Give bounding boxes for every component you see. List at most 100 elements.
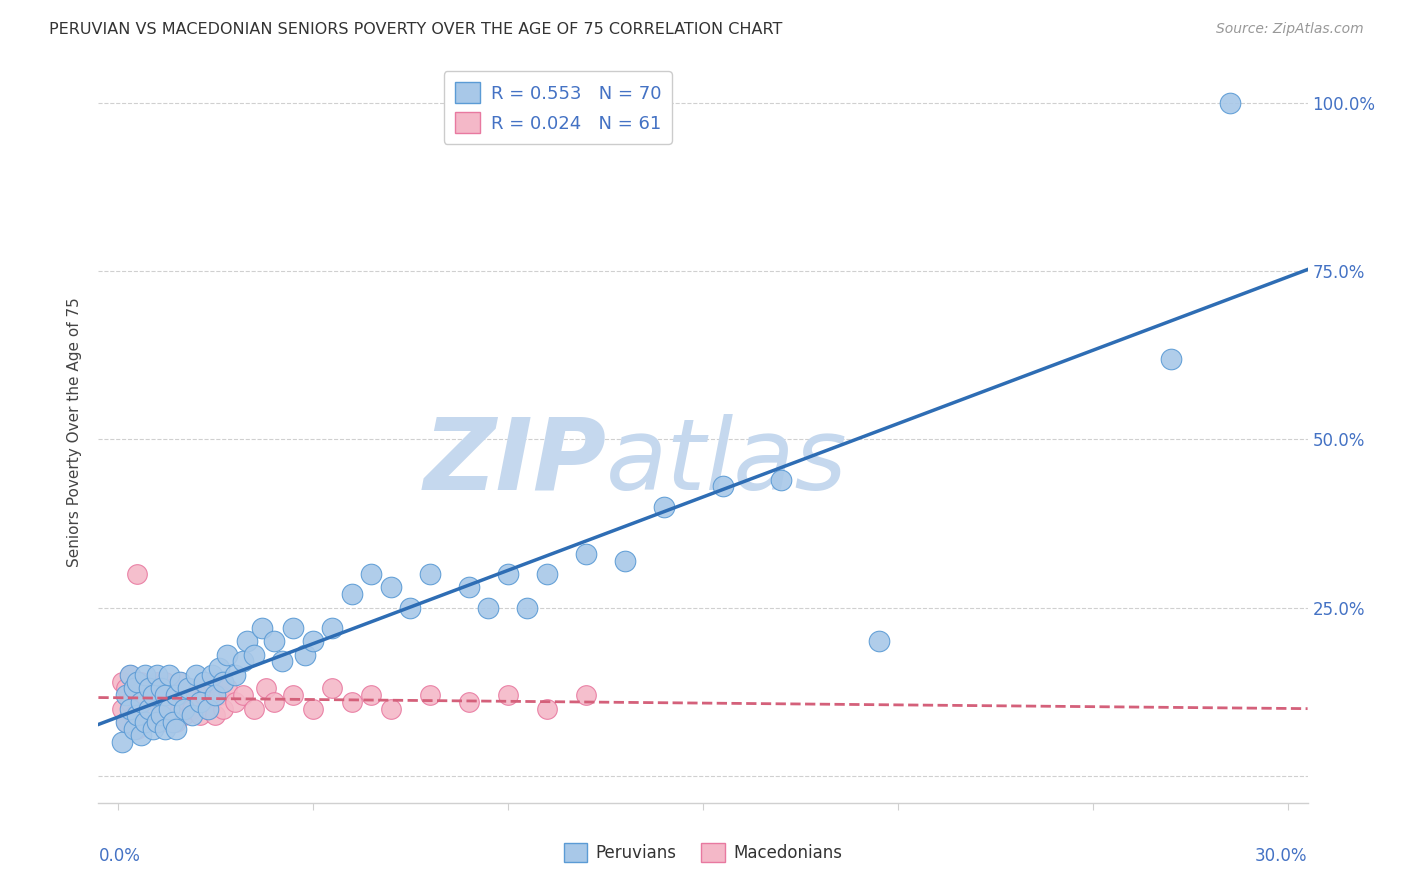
Point (111, 674, 134, 689)
Point (224, 668, 246, 682)
Point (127, 708, 149, 723)
Point (360, 566, 382, 581)
Point (138, 701, 160, 715)
Point (157, 701, 180, 715)
Point (1219, 95, 1241, 110)
Point (188, 695, 211, 709)
Point (283, 688, 305, 702)
Point (769, 473, 792, 487)
Point (477, 600, 499, 615)
Point (419, 566, 441, 581)
Point (177, 695, 200, 709)
Point (114, 681, 136, 696)
Point (496, 688, 519, 702)
Point (138, 701, 160, 715)
Point (263, 695, 285, 709)
Point (131, 695, 153, 709)
Point (122, 681, 145, 696)
Point (114, 688, 136, 702)
Point (243, 701, 266, 715)
Point (1160, 351, 1182, 366)
Point (204, 708, 226, 723)
Point (142, 708, 165, 723)
Point (208, 688, 231, 702)
Point (153, 674, 176, 689)
Point (127, 566, 149, 581)
Point (118, 695, 141, 709)
Point (165, 688, 187, 702)
Point (122, 708, 145, 723)
Point (188, 708, 211, 723)
Point (149, 681, 172, 696)
Point (254, 681, 277, 696)
Point (153, 688, 176, 702)
Point (252, 621, 274, 635)
Legend: Peruvians, Macedonians: Peruvians, Macedonians (557, 836, 849, 869)
Point (302, 634, 325, 648)
Point (321, 681, 343, 696)
Text: Source: ZipAtlas.com: Source: ZipAtlas.com (1216, 22, 1364, 37)
Point (399, 600, 422, 615)
Point (146, 674, 169, 689)
Point (131, 701, 153, 715)
Point (134, 714, 156, 729)
Point (177, 681, 200, 696)
Point (165, 688, 187, 702)
Point (149, 708, 172, 723)
Point (157, 668, 180, 682)
Point (162, 681, 184, 696)
Y-axis label: Seniors Poverty Over the Age of 75: Seniors Poverty Over the Age of 75 (67, 298, 83, 567)
Point (575, 688, 598, 702)
Point (200, 668, 222, 682)
Point (212, 701, 235, 715)
Point (181, 701, 204, 715)
Point (165, 714, 187, 729)
Point (217, 681, 239, 696)
Point (283, 621, 305, 635)
Text: ZIP: ZIP (423, 414, 606, 511)
Point (149, 688, 172, 702)
Point (169, 701, 191, 715)
Point (652, 500, 675, 514)
Point (138, 681, 160, 696)
Point (516, 600, 538, 615)
Point (200, 674, 222, 689)
Point (134, 714, 156, 729)
Point (340, 695, 363, 709)
Point (458, 695, 481, 709)
Point (134, 688, 156, 702)
Point (340, 587, 363, 601)
Point (419, 688, 441, 702)
Point (575, 547, 598, 561)
Text: atlas: atlas (606, 414, 848, 511)
Text: PERUVIAN VS MACEDONIAN SENIORS POVERTY OVER THE AGE OF 75 CORRELATION CHART: PERUVIAN VS MACEDONIAN SENIORS POVERTY O… (49, 22, 783, 37)
Point (165, 722, 187, 736)
Point (321, 621, 343, 635)
Point (134, 668, 156, 682)
Point (169, 674, 191, 689)
Point (232, 655, 254, 669)
Point (146, 714, 169, 729)
Point (173, 708, 195, 723)
Point (127, 674, 149, 689)
Point (153, 701, 176, 715)
Point (142, 688, 165, 702)
Point (536, 566, 558, 581)
Point (380, 581, 402, 595)
Point (294, 648, 316, 662)
Point (169, 674, 191, 689)
Point (127, 722, 149, 736)
Point (380, 701, 402, 715)
Point (217, 648, 239, 662)
Point (263, 634, 285, 648)
Text: 30.0%: 30.0% (1256, 847, 1308, 865)
Point (360, 688, 382, 702)
Point (157, 708, 180, 723)
Point (711, 479, 734, 493)
Point (243, 648, 266, 662)
Point (197, 701, 219, 715)
Point (111, 735, 134, 749)
Point (114, 714, 136, 729)
Point (193, 688, 215, 702)
Point (162, 714, 184, 729)
